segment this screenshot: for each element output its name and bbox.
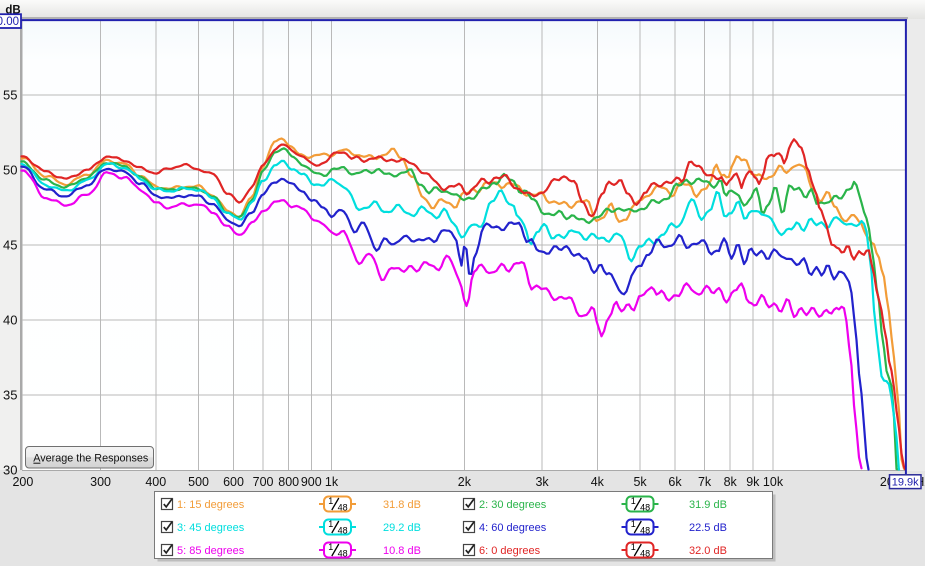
svg-text:22.5 dB: 22.5 dB (689, 522, 727, 534)
svg-text:7k: 7k (698, 475, 712, 489)
svg-text:32.0 dB: 32.0 dB (689, 545, 727, 557)
svg-text:800: 800 (278, 475, 299, 489)
svg-text:6: 0 degrees: 6: 0 degrees (479, 545, 541, 557)
svg-text:400: 400 (145, 475, 166, 489)
svg-text:55: 55 (3, 88, 17, 103)
svg-text:48: 48 (640, 503, 650, 513)
svg-text:8k: 8k (724, 475, 738, 489)
svg-text:2k: 2k (458, 475, 472, 489)
svg-text:5: 85 degrees: 5: 85 degrees (177, 545, 245, 557)
svg-text:48: 48 (640, 549, 650, 559)
svg-text:40: 40 (3, 313, 17, 328)
svg-text:600: 600 (223, 475, 244, 489)
svg-text:1: 1 (328, 542, 333, 552)
svg-text:4: 60 degrees: 4: 60 degrees (479, 522, 547, 534)
svg-text:48: 48 (338, 526, 348, 536)
svg-text:1: 1 (631, 496, 636, 506)
svg-text:1: 15 degrees: 1: 15 degrees (177, 499, 245, 511)
svg-text:4k: 4k (591, 475, 605, 489)
svg-text:2: 30 degrees: 2: 30 degrees (479, 499, 547, 511)
svg-text:31.9 dB: 31.9 dB (689, 499, 727, 511)
svg-text:200: 200 (12, 475, 33, 489)
svg-text:30: 30 (3, 463, 17, 478)
svg-text:5k: 5k (633, 475, 647, 489)
svg-text:48: 48 (338, 549, 348, 559)
svg-text:500: 500 (188, 475, 209, 489)
svg-text:10.8 dB: 10.8 dB (383, 545, 421, 557)
svg-text:31.8 dB: 31.8 dB (383, 499, 421, 511)
svg-text:19.9k: 19.9k (892, 477, 919, 489)
svg-text:1k: 1k (325, 475, 339, 489)
svg-text:35: 35 (3, 388, 17, 403)
svg-text:1: 1 (328, 519, 333, 529)
svg-text:9k: 9k (746, 475, 760, 489)
svg-text:300: 300 (90, 475, 111, 489)
svg-text:1: 1 (631, 542, 636, 552)
svg-text:900: 900 (301, 475, 322, 489)
svg-text:1: 1 (328, 496, 333, 506)
svg-text:60.00: 60.00 (0, 16, 19, 28)
svg-text:48: 48 (338, 503, 348, 513)
svg-text:48: 48 (640, 526, 650, 536)
svg-text:50: 50 (3, 163, 17, 178)
svg-text:6k: 6k (668, 475, 682, 489)
svg-text:Average the Responses: Average the Responses (33, 452, 149, 464)
svg-text:45: 45 (3, 238, 17, 253)
svg-text:3k: 3k (535, 475, 549, 489)
svg-text:700: 700 (253, 475, 274, 489)
svg-text:1: 1 (631, 519, 636, 529)
svg-text:10k: 10k (763, 475, 784, 489)
svg-text:3: 45 degrees: 3: 45 degrees (177, 522, 245, 534)
svg-text:29.2 dB: 29.2 dB (383, 522, 421, 534)
